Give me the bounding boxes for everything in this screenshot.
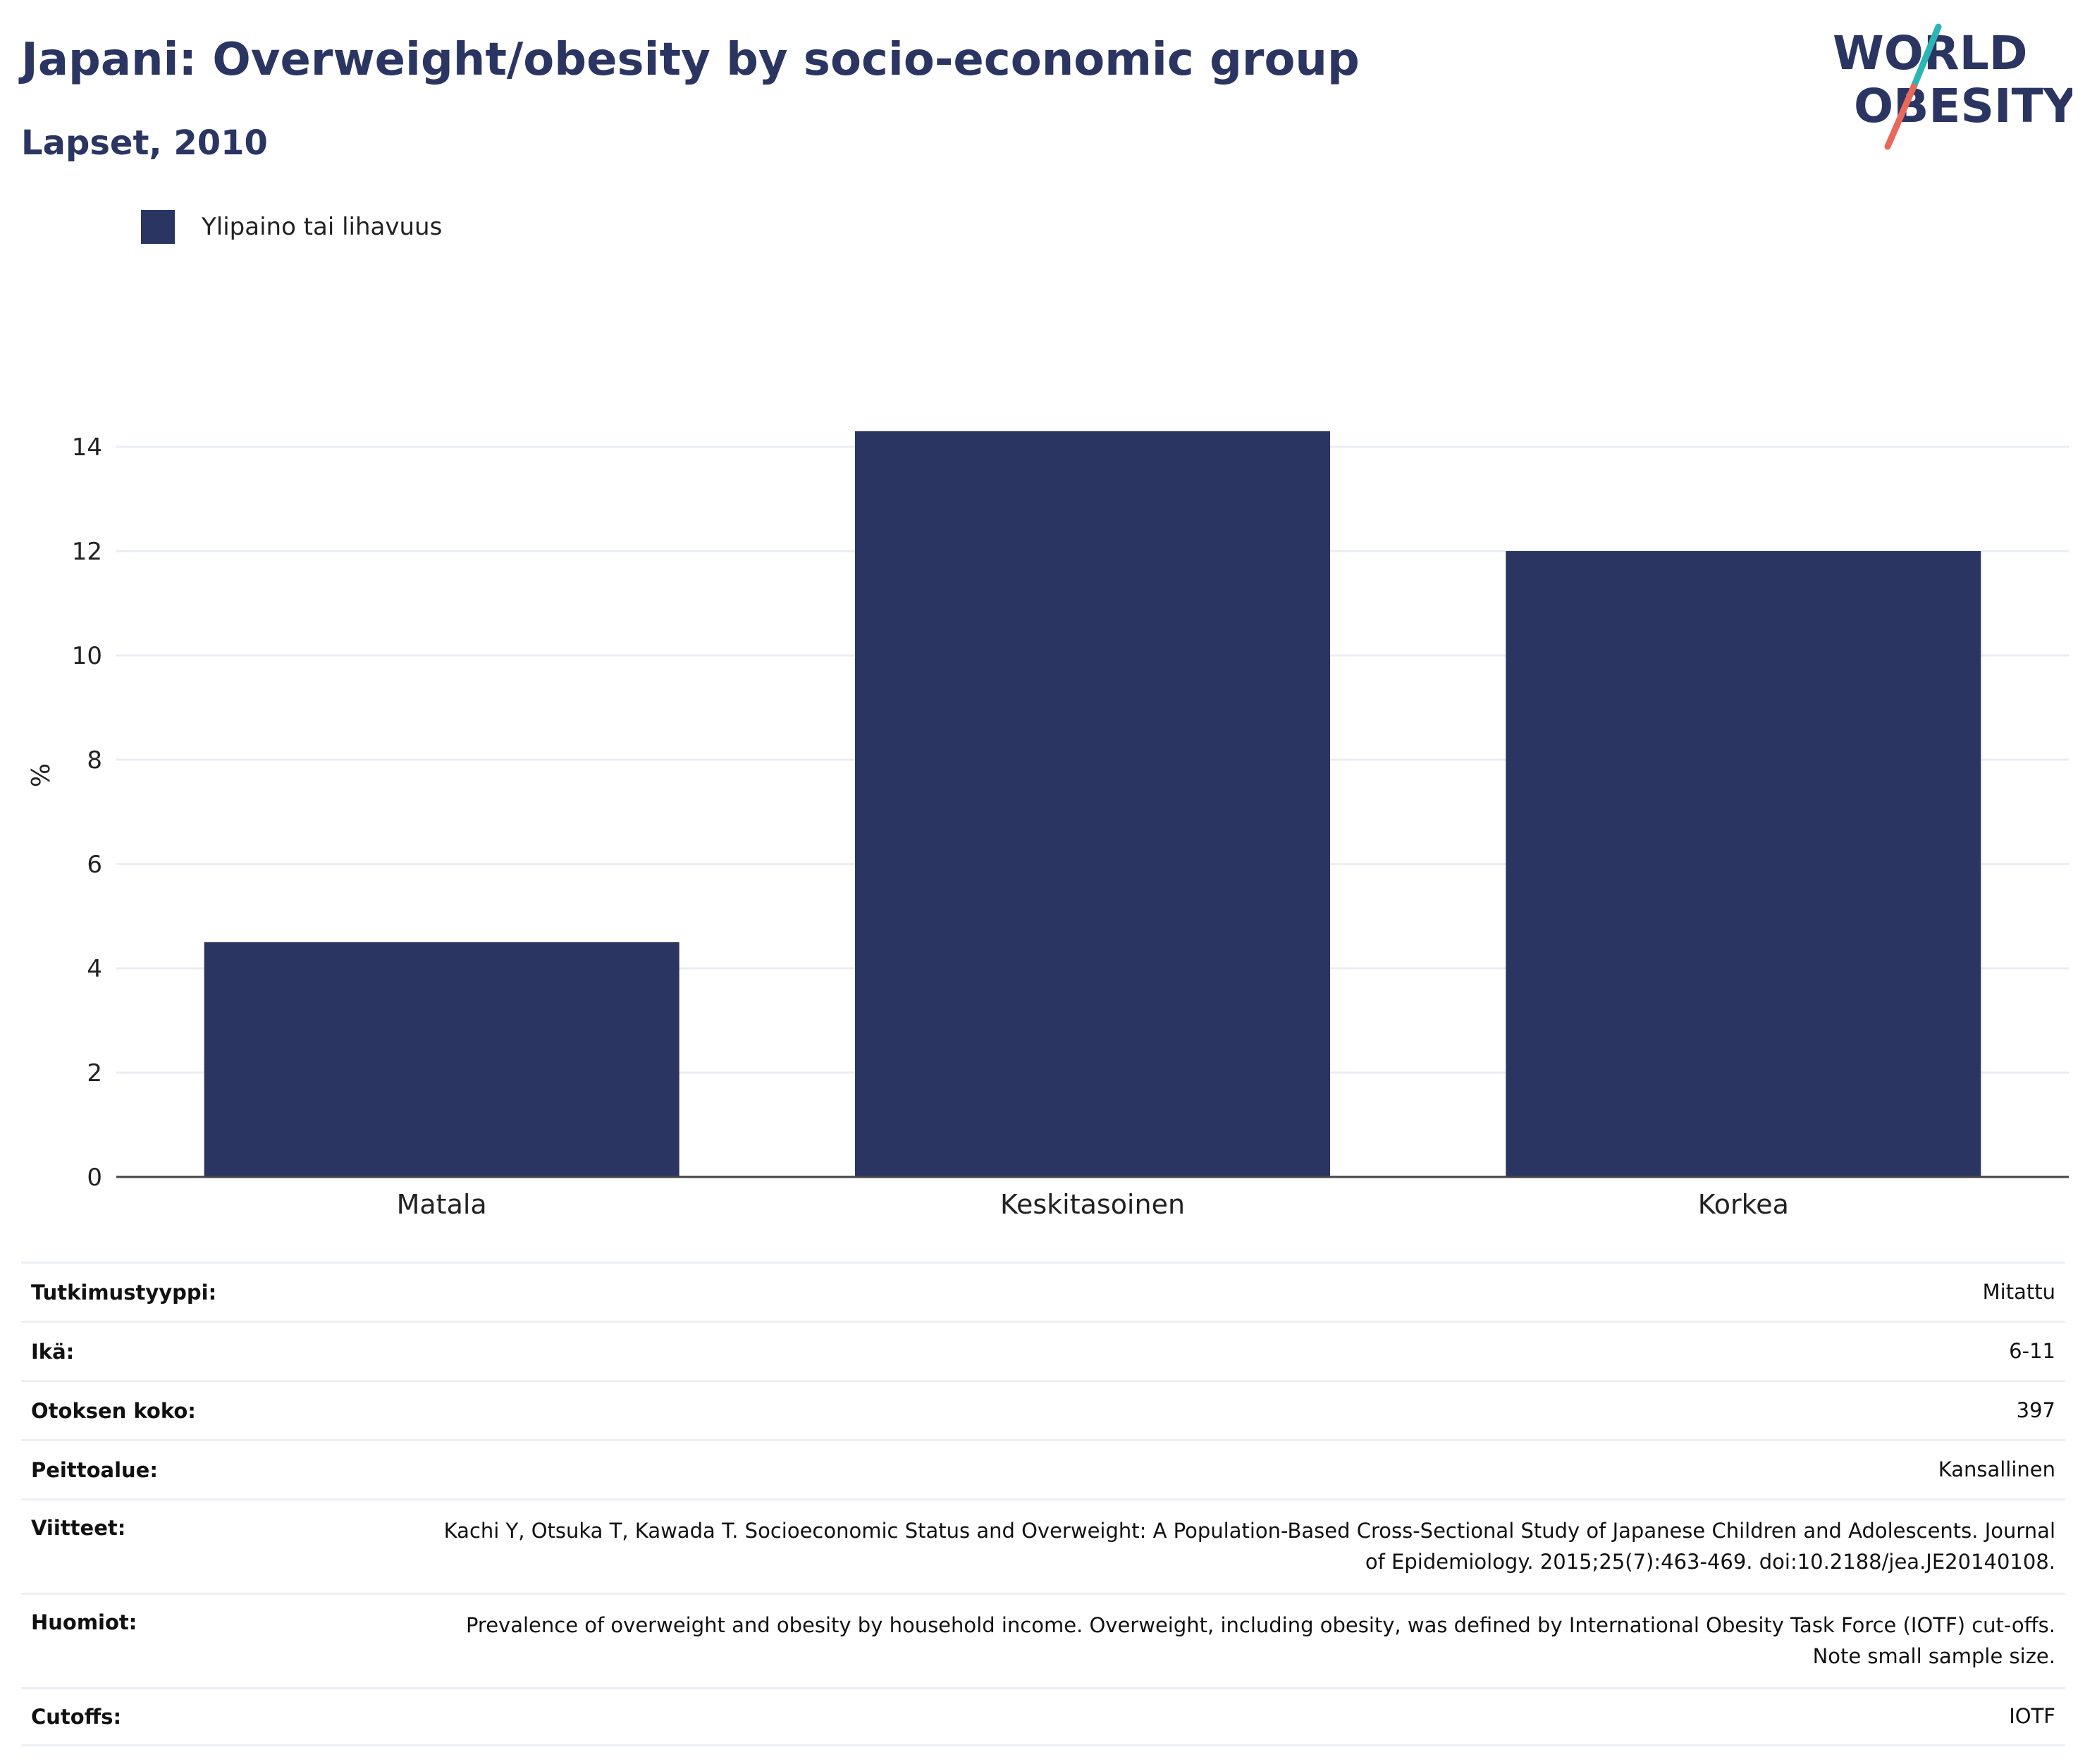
meta-value: Mitattu bbox=[1982, 1279, 2055, 1304]
meta-row: Peittoalue: Kansallinen bbox=[21, 1439, 2065, 1498]
legend: Ylipaino tai lihavuus bbox=[141, 208, 442, 246]
bar-chart: 0 2 4 6 8 10 12 14 Matala Keskitasoinen Korkea % bbox=[27, 431, 2069, 1220]
y-tick-label: 6 bbox=[87, 851, 102, 879]
meta-row: Otoksen koko: 397 bbox=[21, 1380, 2065, 1439]
x-tick-label: Keskitasoinen bbox=[1000, 1189, 1185, 1220]
meta-value: IOTF bbox=[2009, 1704, 2055, 1729]
meta-row: Viitteet: Kachi Y, Otsuka T, Kawada T. So… bbox=[21, 1498, 2065, 1593]
meta-value: Kansallinen bbox=[1938, 1457, 2055, 1481]
chart-subtitle: Lapset, 2010 bbox=[21, 123, 268, 163]
meta-label: Viitteet: bbox=[31, 1516, 126, 1540]
meta-row: Cutoffs: IOTF bbox=[21, 1687, 2065, 1746]
world-obesity-logo: WORLD OBESITY bbox=[1833, 23, 2072, 150]
meta-row: Tutkimustyyppi: Mitattu bbox=[21, 1262, 2065, 1321]
meta-row: Huomiot: Prevalence of overweight and obe… bbox=[21, 1593, 2065, 1687]
meta-value: 397 bbox=[2016, 1398, 2055, 1422]
legend-label: Ylipaino tai lihavuus bbox=[202, 213, 443, 241]
study-details-table: Tutkimustyyppi: Mitattu Ikä: 6-11 Otoksen ko… bbox=[21, 1262, 2065, 1746]
meta-value: Prevalence of overweight and obesity by … bbox=[465, 1613, 2055, 1668]
meta-label: Peittoalue: bbox=[31, 1457, 158, 1482]
meta-label: Tutkimustyyppi: bbox=[31, 1280, 217, 1305]
logo-word-obesity: OBESITY bbox=[1854, 79, 2072, 133]
meta-row: Ikä: 6-11 bbox=[21, 1321, 2065, 1380]
bar-korkea[interactable] bbox=[1506, 551, 1981, 1177]
chart-title: Japani: Overweight/obesity by socio-econ… bbox=[21, 34, 1360, 86]
meta-value: 6-11 bbox=[2009, 1338, 2055, 1363]
y-tick-label: 10 bbox=[72, 642, 102, 670]
bar-keskitasoinen[interactable] bbox=[854, 431, 1331, 1177]
y-tick-label: 8 bbox=[87, 746, 102, 775]
meta-label: Huomiot: bbox=[31, 1610, 137, 1634]
logo-slash-bottom bbox=[1884, 83, 1917, 150]
y-tick-label: 0 bbox=[87, 1164, 102, 1192]
axes: 0 2 4 6 8 10 12 14 Matala Keskitasoinen Korkea bbox=[72, 433, 2069, 1220]
bars bbox=[204, 431, 1981, 1177]
y-axis-title: % bbox=[27, 763, 56, 787]
x-tick-label: Korkea bbox=[1698, 1189, 1789, 1220]
y-tick-label: 12 bbox=[72, 538, 102, 566]
meta-label: Otoksen koko: bbox=[31, 1398, 196, 1423]
meta-label: Ikä: bbox=[31, 1339, 75, 1364]
meta-value: Kachi Y, Otsuka T, Kawada T. Socioeconom… bbox=[443, 1519, 2055, 1574]
legend-swatch bbox=[141, 210, 175, 244]
bar-matala[interactable] bbox=[204, 942, 679, 1177]
y-tick-label: 14 bbox=[72, 433, 102, 462]
meta-label: Cutoffs: bbox=[31, 1705, 122, 1729]
y-tick-label: 4 bbox=[87, 955, 102, 983]
logo-slash-top bbox=[1910, 23, 1942, 90]
x-tick-label: Matala bbox=[397, 1189, 487, 1220]
y-tick-label: 2 bbox=[87, 1059, 102, 1087]
